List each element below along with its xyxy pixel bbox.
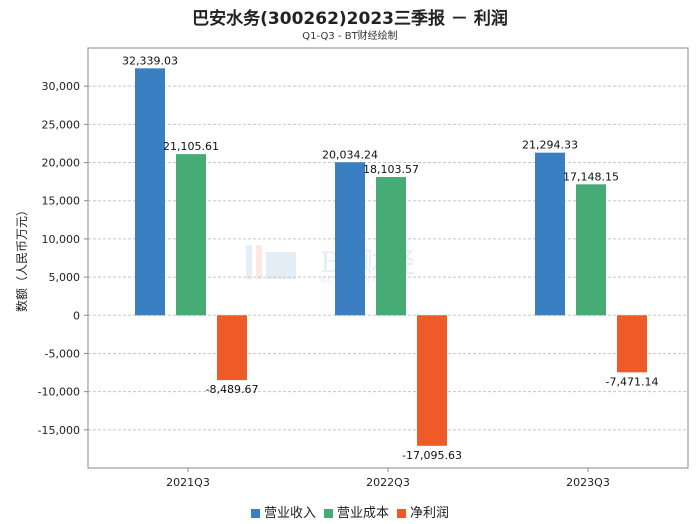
legend-label: 营业收入	[263, 506, 316, 521]
bar	[335, 162, 365, 316]
data-label: -17,095.63	[402, 449, 462, 462]
data-label: 20,034.24	[322, 148, 378, 161]
legend-item[interactable]: 营业收入	[250, 502, 316, 521]
bar	[576, 184, 606, 316]
legend-swatch	[250, 509, 260, 518]
bar	[617, 315, 647, 373]
data-label: 18,103.57	[363, 163, 419, 176]
data-label: -8,489.67	[206, 383, 259, 396]
y-tick-label: 0	[73, 309, 80, 322]
x-tick-label: 2023Q3	[566, 476, 610, 489]
y-axis-label: 数额（人民币万元）	[14, 204, 29, 312]
chart-subtitle: Q1-Q3 - BT财经绘制	[302, 31, 398, 42]
legend-swatch	[397, 509, 406, 518]
y-tick-label: 15,000	[42, 195, 81, 208]
bar	[217, 315, 247, 381]
chart-legend: 营业收入 营业成本 净利润	[0, 502, 700, 521]
x-tick-label: 2021Q3	[166, 476, 210, 489]
y-tick-label: -5,000	[45, 347, 80, 360]
y-tick-label: 30,000	[42, 80, 81, 93]
y-tick-label: -10,000	[38, 386, 80, 399]
legend-label: 营业成本	[336, 506, 389, 521]
data-label: 21,105.61	[163, 140, 219, 153]
data-label: 21,294.33	[522, 139, 578, 152]
data-label: 32,339.03	[122, 54, 178, 67]
legend-item[interactable]: 营业成本	[323, 502, 389, 521]
y-tick-label: 25,000	[42, 118, 81, 131]
legend-swatch	[323, 509, 333, 518]
y-tick-label: 20,000	[42, 157, 81, 170]
bar	[176, 154, 206, 316]
y-tick-label: 5,000	[49, 271, 81, 284]
bar	[376, 177, 406, 316]
legend-label: 净利润	[410, 506, 450, 521]
y-tick-label: 10,000	[42, 233, 81, 246]
y-tick-label: -15,000	[38, 424, 80, 437]
bar	[417, 315, 447, 446]
chart-title: 巴安水务(300262)2023三季报 － 利润	[192, 9, 508, 29]
bar	[535, 152, 565, 316]
bar	[135, 68, 165, 316]
data-label: 17,148.15	[563, 170, 619, 183]
data-label: -7,471.14	[606, 375, 659, 388]
legend-item[interactable]: 净利润	[397, 502, 449, 521]
x-tick-label: 2022Q3	[366, 476, 410, 489]
